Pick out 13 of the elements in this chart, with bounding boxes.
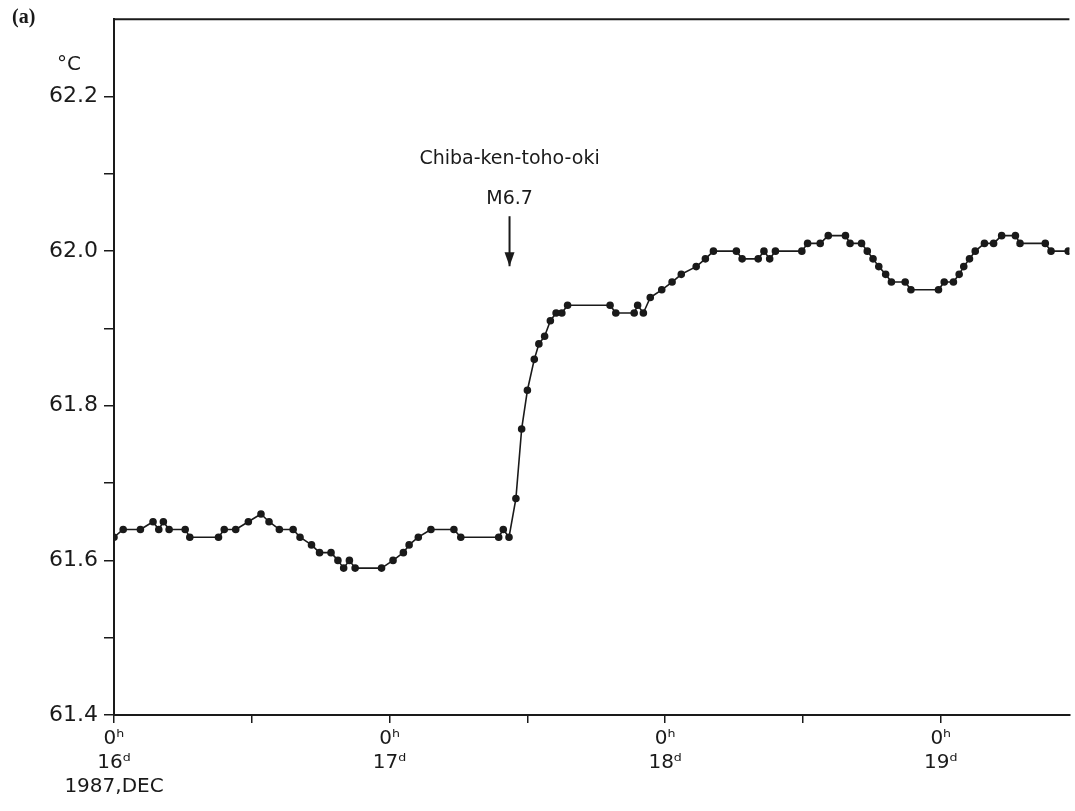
- y-tick-label: 61.8: [49, 391, 98, 417]
- annotation: M6.7: [486, 185, 533, 208]
- text: (a): [12, 5, 36, 29]
- annotation: Chiba-ken-toho-oki: [419, 145, 600, 168]
- x-tick-label: 0ʰ 17ᵈ: [372, 725, 407, 774]
- y-axis-title: °C: [57, 50, 81, 75]
- x-tick-label: 0ʰ 16ᵈ 1987,DEC: [64, 725, 164, 798]
- y-tick-label: 61.6: [49, 546, 98, 572]
- y-tick-label: 62.2: [49, 82, 98, 108]
- y-tick-label: 62.0: [49, 236, 98, 262]
- x-tick-label: 0ʰ 19ᵈ: [924, 725, 958, 774]
- y-tick-label: 61.4: [49, 700, 98, 726]
- x-tick-label: 0ʰ 18ᵈ: [648, 725, 682, 774]
